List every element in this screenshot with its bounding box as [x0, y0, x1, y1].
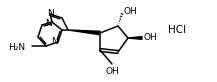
Text: OH: OH: [105, 67, 119, 77]
Text: OH: OH: [144, 32, 158, 41]
Polygon shape: [128, 37, 142, 39]
Text: N: N: [48, 9, 54, 17]
Text: H₂N: H₂N: [8, 42, 25, 51]
Text: OH: OH: [124, 6, 138, 15]
Text: N: N: [46, 19, 52, 27]
Polygon shape: [68, 30, 100, 35]
Text: HCl: HCl: [168, 25, 186, 35]
Text: N: N: [52, 37, 58, 46]
